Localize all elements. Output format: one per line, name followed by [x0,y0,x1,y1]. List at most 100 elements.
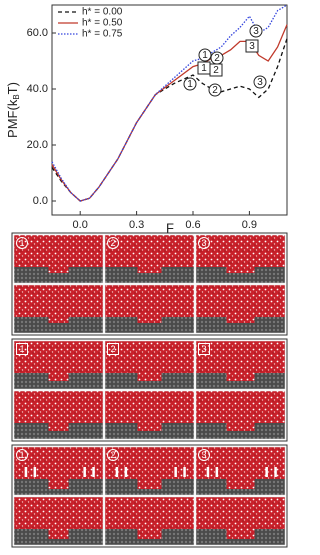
cell-frame [104,234,195,284]
panel-label-marker [107,237,119,249]
annotation-label: 1 [187,79,193,90]
vapor-gap [174,467,177,477]
cell-frame [104,340,195,390]
annotation-marker [209,63,223,77]
solid-wall [14,373,103,389]
y-tick-label: 20.0 [27,139,48,151]
vapor-gap [215,467,219,477]
cell-frame [195,446,286,496]
panel-group-frame [11,338,288,442]
panel-label: 2 [110,450,115,460]
vapor-gap [183,467,186,477]
cell-frame [13,446,104,496]
annotation-label: 1 [201,63,207,74]
annotation-label: 3 [257,77,263,88]
vapor-gap [115,467,119,477]
vapor-gap [124,467,128,477]
panel-label-marker [198,449,210,461]
x-tick-label: 0.0 [73,219,88,231]
legend-label: h* = 0.75 [82,29,123,40]
annotation-marker [245,39,259,53]
annotation-label: 3 [249,41,255,52]
cell-frame [195,284,286,334]
annotation-label: 2 [214,53,220,64]
y-axis-label: PMF(kBT) [5,82,21,138]
cell-frame [195,340,286,390]
figure: F PMF(kBT) 1 2 31 2 31 2 3 0.020.040.060.00.0 0… [5,4,288,548]
panel-label: 1 [19,450,24,460]
annotation-marker [249,24,263,38]
y-tick-label: 0.0 [33,195,48,207]
solid-wall [14,267,103,283]
vapor-gap [92,467,95,477]
panel-label-marker [198,343,210,355]
panel-label: 3 [201,450,206,460]
x-axis-label: F [166,220,174,235]
x-tick-label: 0.3 [129,219,144,231]
solid-wall [196,373,285,389]
page: {"chart_data": {"type": "line", "x_label… [5,4,288,548]
panel-group-frame [11,232,288,336]
solid-wall [14,423,103,439]
vapor-gap [24,467,28,477]
x-tick-label: 0.9 [242,219,257,231]
plot-frame [51,4,288,216]
panel-label: 2 [110,344,115,354]
solid-wall [105,529,194,545]
panel-label: 2 [110,238,115,248]
solid-wall [196,423,285,439]
cell-frame [13,284,104,334]
annotation-label: 2 [212,85,218,96]
solid-wall [14,479,103,495]
annotation-marker [198,48,212,62]
annotation-marker [183,77,197,91]
legend-label: h* = 0.00 [82,7,123,18]
cell-frame [104,390,195,440]
x-tick-label: 0.6 [185,219,200,231]
annotation-marker [208,83,222,97]
snapshot-panels: 1 2 3 1 2 3 1 2 3 [11,232,288,548]
cell-frame [104,446,195,496]
cell-frame [195,496,286,546]
panel-label-marker [198,237,210,249]
cell-frame [104,284,195,334]
cell-frame [13,234,104,284]
panel-label: 3 [201,344,206,354]
solid-wall [196,267,285,283]
solid-wall [105,317,194,333]
panel-label-marker [16,343,28,355]
cell-frame [195,390,286,440]
panel-label-marker [107,343,119,355]
panel-label: 1 [19,344,24,354]
annotation-label: 2 [213,65,219,76]
cell-frame [195,234,286,284]
y-tick-label: 40.0 [27,83,48,95]
annotation-label: 1 [202,50,208,61]
solid-wall [14,529,103,545]
series-line [51,38,288,202]
solid-wall [105,423,194,439]
panel-label-marker [16,237,28,249]
panel-label: 3 [201,238,206,248]
solid-wall [105,373,194,389]
solid-wall [196,529,285,545]
y-tick-label: 60.0 [27,27,48,39]
annotation-label: 3 [253,26,259,37]
y-label-sub: B [12,94,21,99]
cell-frame [104,496,195,546]
panel-label-marker [107,449,119,461]
cell-frame [13,496,104,546]
annotation-marker [253,75,267,89]
solid-wall [14,317,103,333]
vapor-gap [206,467,210,477]
y-label-main: PMF(k [5,99,20,138]
solid-wall [196,479,285,495]
solid-wall [196,317,285,333]
panel-label: 1 [19,238,24,248]
cell-frame [13,390,104,440]
vapor-gap [265,467,268,477]
legend-label: h* = 0.50 [82,18,123,29]
vapor-gap [274,467,277,477]
panel-label-marker [16,449,28,461]
vapor-gap [83,467,86,477]
